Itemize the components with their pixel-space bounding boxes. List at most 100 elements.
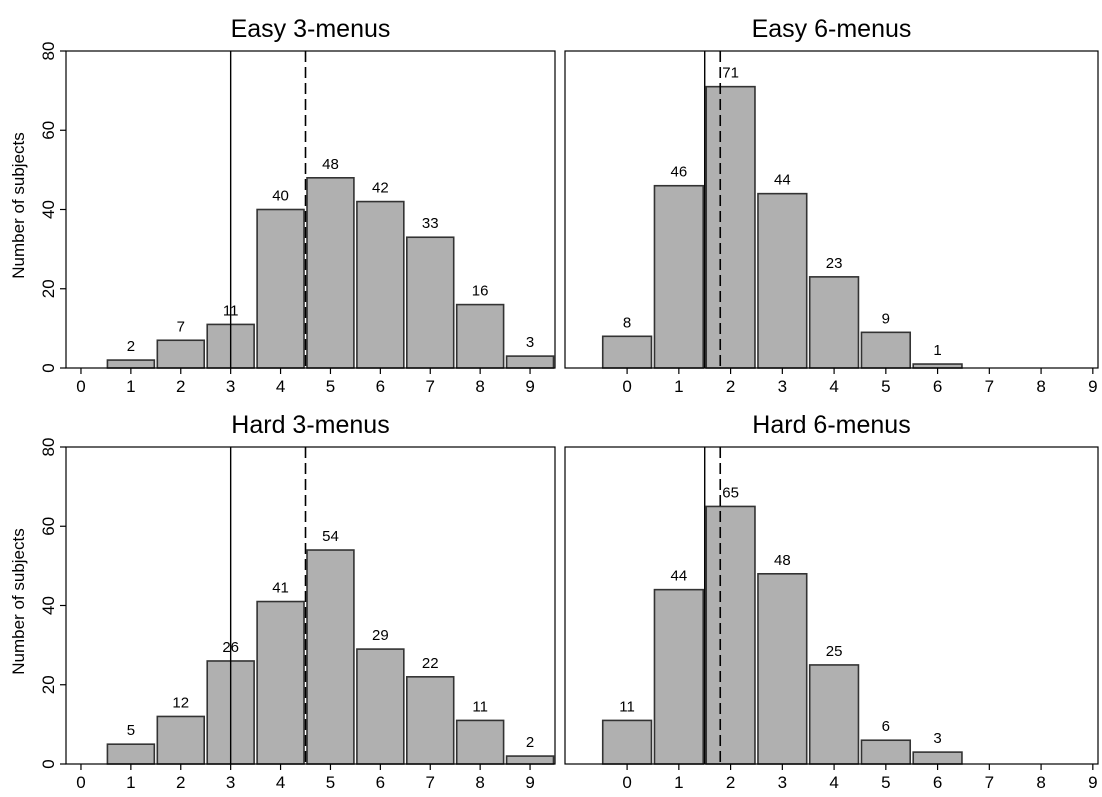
x-tick-label: 3	[778, 773, 787, 792]
data-label: 48	[774, 552, 791, 569]
data-label: 3	[933, 730, 941, 747]
data-label: 33	[422, 215, 439, 232]
data-label: 23	[826, 255, 843, 272]
x-tick-label: 6	[933, 377, 942, 396]
bar-7	[406, 236, 455, 369]
panel-title: Hard 6-menus	[752, 411, 910, 439]
bar-3	[757, 572, 808, 765]
panel-4: Hard 6-menus 11 44 65 48 25 6 3 0 1 2 3 4 5 6 7 8 9	[564, 411, 1099, 792]
bar-8	[455, 303, 505, 369]
x-tick-label: 3	[226, 377, 235, 396]
bar-0	[601, 335, 653, 369]
x-tick-label: 3	[226, 773, 235, 792]
x-tick-label: 5	[881, 773, 890, 792]
bar-6	[912, 751, 963, 765]
y-axis-label: Number of subjects	[9, 132, 28, 278]
data-label: 42	[372, 180, 389, 197]
data-label: 5	[127, 722, 135, 739]
y-tick-label: 40	[39, 200, 58, 219]
bar-7	[406, 676, 455, 765]
x-tick-label: 2	[176, 377, 185, 396]
data-label: 7	[177, 318, 185, 335]
y-tick-label: 60	[39, 121, 58, 140]
bar-2	[705, 85, 756, 369]
data-label: 65	[722, 484, 739, 501]
x-tick-label: 8	[475, 773, 484, 792]
panel-title: Easy 3-menus	[231, 15, 391, 43]
data-label: 6	[882, 718, 890, 735]
y-tick-label: 60	[39, 517, 58, 536]
y-tick-label: 20	[39, 675, 58, 694]
x-tick-label: 9	[525, 773, 534, 792]
x-tick-label: 1	[126, 773, 135, 792]
x-tick-label: 2	[176, 773, 185, 792]
x-tick-label: 4	[276, 773, 285, 792]
bar-2	[156, 339, 206, 369]
bar-6	[356, 648, 405, 765]
data-label: 44	[671, 568, 688, 585]
bar-4	[808, 664, 860, 765]
x-tick-label: 7	[985, 377, 994, 396]
x-tick-label: 7	[426, 377, 435, 396]
data-label: 2	[127, 338, 135, 355]
x-tick-label: 4	[276, 377, 285, 396]
x-tick-label: 5	[326, 377, 335, 396]
data-label: 2	[526, 734, 534, 751]
x-tick-label: 5	[326, 773, 335, 792]
y-tick-label: 80	[39, 42, 58, 61]
bar-4	[256, 600, 305, 765]
data-label: 22	[422, 655, 439, 672]
bar-2	[156, 715, 206, 765]
panel-title: Hard 3-menus	[231, 411, 389, 439]
x-tick-label: 1	[126, 377, 135, 396]
x-tick-label: 9	[525, 377, 534, 396]
bar-5	[860, 739, 912, 765]
data-label: 11	[472, 698, 488, 715]
data-label: 1	[933, 342, 941, 359]
x-tick-label: 5	[881, 377, 890, 396]
x-tick-label: 6	[933, 773, 942, 792]
bar-5	[860, 331, 912, 369]
x-tick-label: 6	[376, 377, 385, 396]
data-label: 11	[619, 698, 635, 715]
x-tick-label: 9	[1088, 377, 1097, 396]
x-tick-label: 8	[1036, 773, 1045, 792]
plot-frame	[564, 50, 1099, 369]
data-label: 40	[272, 188, 289, 205]
data-label: 46	[671, 164, 688, 181]
bar-9	[505, 755, 555, 765]
data-label: 8	[623, 314, 631, 331]
data-label: 12	[172, 694, 189, 711]
x-tick-label: 7	[426, 773, 435, 792]
data-label: 16	[472, 283, 489, 300]
bar-3	[757, 192, 808, 369]
x-tick-label: 6	[376, 773, 385, 792]
bar-1	[106, 359, 156, 369]
y-tick-label: 20	[39, 279, 58, 298]
data-label: 25	[826, 643, 843, 660]
panel-title: Easy 6-menus	[752, 15, 912, 43]
x-tick-label: 7	[985, 773, 994, 792]
data-label: 71	[722, 65, 739, 82]
data-label: 48	[322, 156, 339, 173]
y-tick-label: 0	[39, 363, 58, 372]
bar-4	[808, 276, 860, 369]
data-label: 41	[272, 580, 289, 597]
x-tick-label: 8	[475, 377, 484, 396]
x-tick-label: 1	[674, 377, 683, 396]
bar-0	[601, 719, 653, 765]
bar-8	[455, 719, 505, 765]
x-tick-label: 0	[622, 773, 631, 792]
plot-frame	[564, 446, 1099, 765]
bar-9	[505, 355, 555, 369]
x-tick-label: 8	[1036, 377, 1045, 396]
bar-5	[306, 549, 355, 765]
y-axis-label: Number of subjects	[9, 528, 28, 674]
bar-4	[256, 208, 305, 369]
data-label: 9	[882, 310, 890, 327]
x-tick-label: 1	[674, 773, 683, 792]
